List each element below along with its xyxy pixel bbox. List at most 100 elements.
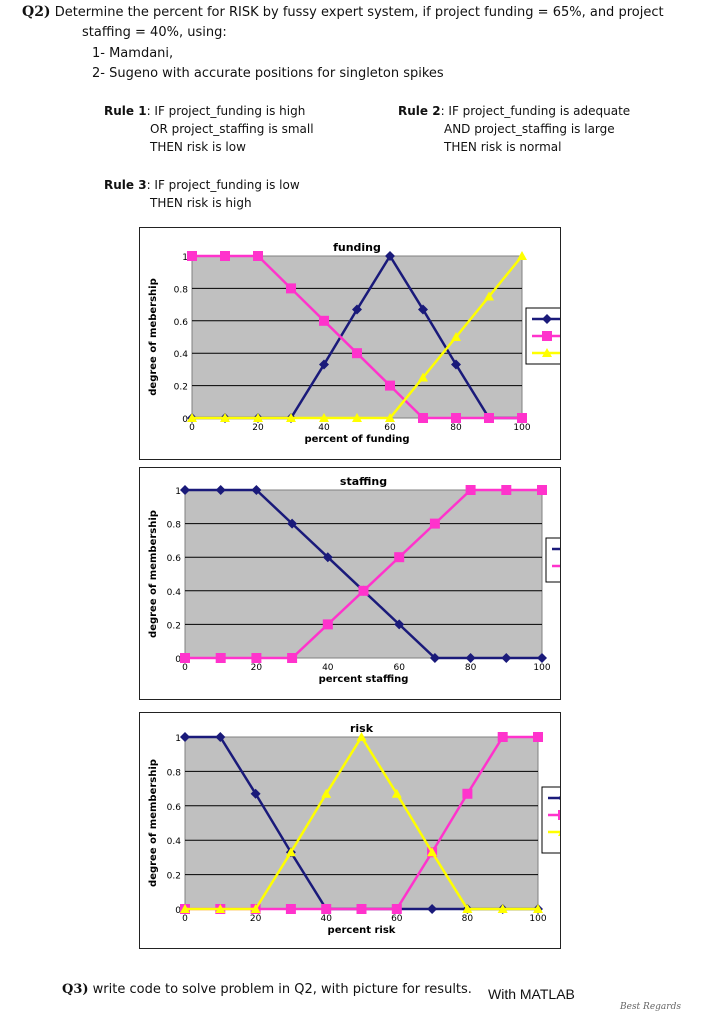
funding-chart: 0 0.2 0.4 0.6 0.8 1 0 20 40 60 80 100 funding percent… <box>139 227 561 460</box>
funding-x-tick-label: 0 <box>189 423 195 433</box>
staffing-large-point <box>394 552 405 563</box>
risk-normal-point <box>533 904 543 913</box>
staffing-legend-box <box>545 537 560 583</box>
funding-high-point <box>385 413 395 422</box>
funding-x-tick-label: 100 <box>513 423 530 433</box>
rule-2: Rule 2: IF project_funding is adequate A… <box>398 102 630 156</box>
risk-x-tick-label: 80 <box>462 914 474 924</box>
matlab-note: With MATLAB <box>488 986 575 1002</box>
staffing-small-point <box>537 653 547 663</box>
risk-x-tick-label: 40 <box>320 914 332 924</box>
staffing-chart: 0 0.2 0.4 0.6 0.8 1 0 20 40 60 80 100 staffing percen… <box>139 467 561 700</box>
staffing-small-point <box>465 653 476 663</box>
staffing-small-point <box>429 653 440 663</box>
funding-adequate-point <box>451 359 461 370</box>
staffing-large-point <box>501 485 512 495</box>
funding-high-point <box>484 291 494 301</box>
staffing-x-tick-label: 40 <box>322 663 334 673</box>
funding-x-tick-label: 40 <box>318 423 330 433</box>
funding-low-point <box>187 251 197 261</box>
funding-y-axis-label: degree of mebership <box>148 278 159 396</box>
staffing-large-point <box>287 653 298 663</box>
funding-low-point <box>352 348 362 359</box>
funding-y-tick-label: 1 <box>182 253 188 263</box>
staffing-chart-title: staffing <box>340 475 387 488</box>
staffing-x-tick-label: 20 <box>251 663 263 673</box>
staffing-small-point <box>251 485 262 495</box>
risk-y-tick-label: 0 <box>175 906 181 916</box>
risk-normal-point <box>497 904 508 913</box>
staffing-small-point <box>180 485 190 495</box>
rule-3-label: Rule 3 <box>104 178 147 192</box>
funding-adequate-point <box>418 304 428 315</box>
staffing-x-tick-label: 100 <box>533 663 550 673</box>
risk-y-tick-label: 1 <box>175 734 181 744</box>
funding-y-tick-label: 0.8 <box>174 285 189 295</box>
rule-1-line3: THEN risk is low <box>150 140 246 154</box>
risk-x-tick-label: 0 <box>182 914 188 924</box>
funding-y-tick-label: 0.6 <box>174 318 189 328</box>
risk-normal-point <box>391 788 402 798</box>
staffing-y-axis-label: degree of membership <box>148 510 159 638</box>
staffing-large-point <box>215 653 226 663</box>
funding-chart-title: funding <box>333 241 381 254</box>
staffing-small-point <box>322 552 333 563</box>
funding-high-point <box>319 413 329 422</box>
funding-high-point <box>286 413 296 422</box>
funding-series-low <box>187 251 527 423</box>
funding-x-tick-label: 60 <box>384 423 396 433</box>
funding-legend-marker-low <box>542 331 552 341</box>
risk-high-point <box>533 732 543 742</box>
rule-3-line1: : IF project_funding is low <box>146 178 300 192</box>
funding-high-point <box>220 413 230 422</box>
question-2-items: 1- Mamdani, 2- Sugeno with accurate posi… <box>92 44 444 84</box>
funding-low-point <box>286 283 296 294</box>
risk-normal-point <box>250 904 261 913</box>
staffing-y-tick-label: 0 <box>175 655 181 665</box>
risk-x-tick-label: 100 <box>529 914 546 924</box>
staffing-y-tick-label: 0.6 <box>167 554 182 564</box>
risk-y-tick-label: 0.4 <box>167 837 182 847</box>
risk-x-axis-label: percent risk <box>328 925 396 936</box>
funding-low-point <box>319 315 329 326</box>
risk-high-point <box>356 904 367 914</box>
staffing-y-tick-label: 0.2 <box>167 621 181 631</box>
staffing-x-tick-label: 80 <box>465 663 477 673</box>
rule-1-line2: OR project_staffing is small <box>150 122 314 136</box>
funding-low-point <box>253 251 263 261</box>
funding-high-point <box>418 372 428 382</box>
risk-legend-marker-low <box>558 796 560 800</box>
funding-low-point <box>517 413 527 423</box>
rule-1-line1: : IF project_funding is high <box>146 104 306 118</box>
rule-3-line2: THEN risk is high <box>150 196 252 210</box>
risk-low-point <box>250 788 261 799</box>
staffing-x-tick-label: 60 <box>393 663 405 673</box>
risk-y-tick-label: 0.6 <box>167 803 182 813</box>
funding-high-point <box>352 413 362 422</box>
question-2: Q2) Determine the percent for RISK by fu… <box>22 2 682 43</box>
risk-chart-title: risk <box>350 722 374 735</box>
risk-low-point <box>427 904 438 914</box>
risk-legend-marker-high <box>558 810 560 820</box>
risk-normal-point <box>356 732 367 741</box>
question-2-number: Q2) <box>22 4 51 20</box>
staffing-y-tick-label: 0.4 <box>167 588 182 598</box>
risk-legend-box <box>541 786 560 854</box>
risk-high-point <box>285 904 296 914</box>
risk-chart: 0 0.2 0.4 0.6 0.8 1 0 20 40 60 80 100 risk percent ri… <box>139 712 561 949</box>
funding-y-tick-label: 0.2 <box>174 383 188 393</box>
staffing-large-point <box>251 653 262 663</box>
staffing-x-tick-label: 0 <box>182 663 188 673</box>
funding-legend-marker-high <box>542 348 552 357</box>
risk-legend: lowhighnormal <box>541 786 560 854</box>
funding-high-point <box>187 413 197 422</box>
risk-y-tick-label: 0.8 <box>167 768 182 778</box>
question-3-number: Q3) <box>62 982 89 997</box>
risk-low-point <box>215 732 226 742</box>
funding-adequate-point <box>352 304 362 315</box>
item-sugeno: 2- Sugeno with accurate positions for si… <box>92 66 444 81</box>
risk-normal-point <box>285 847 296 857</box>
risk-normal-point <box>215 904 226 913</box>
staffing-small-point <box>394 619 405 630</box>
funding-series-high <box>187 251 527 422</box>
